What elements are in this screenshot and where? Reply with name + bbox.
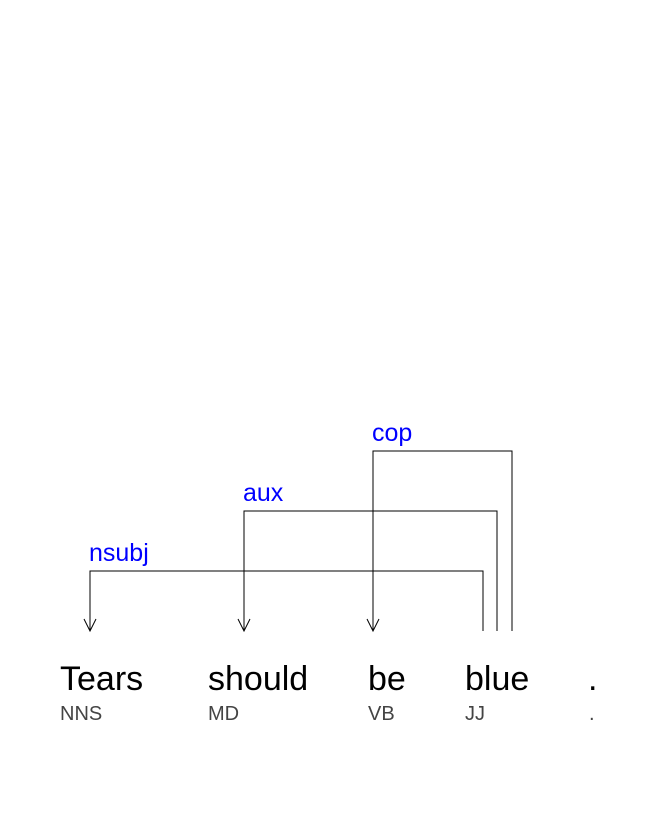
- arc-cop-label: cop: [372, 419, 412, 447]
- token-word: should: [208, 660, 308, 698]
- token-blue: blue JJ: [465, 660, 529, 725]
- token-word: .: [588, 660, 597, 698]
- token-word: blue: [465, 660, 529, 698]
- token-should: should MD: [208, 660, 308, 725]
- token-period: . .: [588, 660, 597, 725]
- arc-aux-label: aux: [243, 479, 284, 507]
- arc-cop: cop: [367, 419, 512, 631]
- token-tag: VB: [368, 703, 395, 725]
- token-tag: .: [589, 703, 595, 725]
- arc-nsubj-label: nsubj: [89, 539, 149, 567]
- token-be: be VB: [368, 660, 406, 725]
- arc-aux: aux: [238, 479, 497, 631]
- tokens: Tears NNS should MD be VB blue JJ . .: [60, 660, 597, 725]
- token-tag: JJ: [465, 703, 485, 725]
- token-word: Tears: [60, 660, 143, 698]
- token-tag: NNS: [60, 703, 102, 725]
- token-word: be: [368, 660, 406, 698]
- token-tears: Tears NNS: [60, 660, 143, 725]
- token-tag: MD: [208, 703, 239, 725]
- arc-cop-line: [373, 451, 512, 631]
- arc-nsubj-line: [90, 571, 483, 631]
- arc-nsubj: nsubj: [84, 539, 483, 631]
- dependency-arcs: cop aux nsubj: [84, 419, 512, 631]
